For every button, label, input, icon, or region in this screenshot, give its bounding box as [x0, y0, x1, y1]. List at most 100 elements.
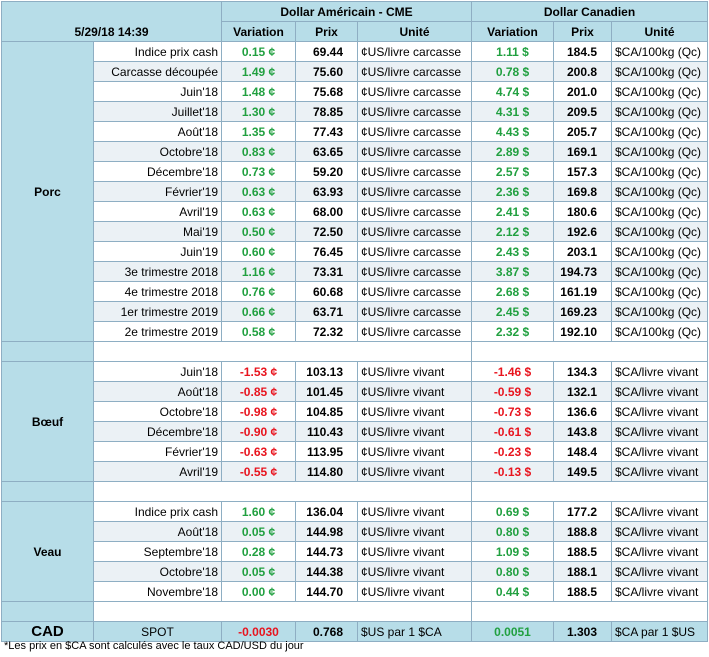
row-label: Juin'18 [93, 361, 222, 382]
ca-price: 192.6 [553, 221, 612, 242]
separator-cell [93, 601, 472, 622]
us-price: 110.43 [295, 421, 358, 442]
ca-unit: $CA/100kg (Qc) [610, 41, 709, 62]
ca-variation: 0.78 $ [471, 61, 554, 82]
ca-unit: $CA/livre vivant [610, 421, 709, 442]
table-row: Mai'19 0.50 ¢ 72.50 ¢US/livre carcasse 2.12 … [2, 221, 709, 242]
us-variation: -0.0030 [221, 621, 296, 642]
row-label: Juillet'18 [93, 101, 222, 122]
ca-price: 143.8 [553, 421, 612, 442]
us-variation: 0.63 ¢ [221, 201, 296, 222]
us-unit: ¢US/livre carcasse [357, 241, 472, 262]
us-variation: -0.98 ¢ [221, 401, 296, 422]
us-unit: ¢US/livre carcasse [357, 301, 472, 322]
ca-price: 134.3 [553, 361, 612, 382]
row-label: Indice prix cash [93, 501, 222, 522]
cad-spot-row: CAD SPOT -0.0030 0.768 $US par 1 $CA 0.0051 1.… [1, 621, 709, 642]
us-unit: ¢US/livre vivant [357, 541, 472, 562]
section-separator [1, 481, 709, 502]
us-variation: 1.48 ¢ [221, 81, 296, 102]
ca-price: 148.4 [553, 441, 612, 462]
us-variation: -0.85 ¢ [221, 381, 296, 402]
us-price: 144.98 [295, 521, 358, 542]
us-price: 144.70 [295, 581, 358, 602]
row-label: Octobre'18 [93, 401, 222, 422]
us-variation: 1.30 ¢ [221, 101, 296, 122]
us-price: 101.45 [295, 381, 358, 402]
price-table: 5/29/18 14:39 Dollar Américain - CME Dol… [1, 1, 709, 642]
row-label: 3e trimestre 2018 [93, 261, 222, 282]
header-row-columns: Variation Prix Unité Variation Prix Unit… [2, 21, 709, 42]
ca-unit: $CA/100kg (Qc) [610, 301, 709, 322]
category-label: Porc [1, 41, 94, 342]
us-variation: -0.90 ¢ [221, 421, 296, 442]
ca-unit: $CA/100kg (Qc) [610, 141, 709, 162]
us-price: 59.20 [295, 161, 358, 182]
us-variation: 1.35 ¢ [221, 121, 296, 142]
ca-price: 169.23 [553, 301, 612, 322]
us-price: 68.00 [295, 201, 358, 222]
ca-unit: $CA/livre vivant [610, 561, 709, 582]
row-label: Août'18 [93, 121, 222, 142]
separator-cell [470, 601, 709, 622]
separator-cell [1, 601, 94, 622]
table-row: 2e trimestre 2019 0.58 ¢ 72.32 ¢US/livre ca… [2, 321, 709, 342]
row-label: Avril'19 [93, 201, 222, 222]
us-unit: ¢US/livre vivant [357, 461, 472, 482]
separator-cell [1, 481, 94, 502]
us-variation: 0.15 ¢ [221, 41, 296, 62]
row-label: Octobre'18 [93, 561, 222, 582]
table-row: 1er trimestre 2019 0.66 ¢ 63.71 ¢US/livre c… [2, 301, 709, 322]
row-label: Juin'19 [93, 241, 222, 262]
ca-variation: 1.11 $ [471, 41, 554, 62]
ca-variation: 0.80 $ [471, 521, 554, 542]
us-variation-header: Variation [221, 21, 296, 42]
ca-variation: -1.46 $ [471, 361, 554, 382]
us-price: 144.38 [295, 561, 358, 582]
ca-unit: $CA/100kg (Qc) [610, 261, 709, 282]
table-row: Porc Indice prix cash 0.15 ¢ 69.44 ¢US/livre… [1, 41, 709, 342]
table-row: Avril'19 -0.55 ¢ 114.80 ¢US/livre vivant -0.… [2, 461, 709, 482]
ca-price: 192.10 [553, 321, 612, 342]
us-unit-header: Unité [357, 21, 472, 42]
us-unit: ¢US/livre carcasse [357, 181, 472, 202]
ca-unit: $CA/livre vivant [610, 361, 709, 382]
ca-variation: 0.80 $ [471, 561, 554, 582]
us-price: 78.85 [295, 101, 358, 122]
row-label: Octobre'18 [93, 141, 222, 162]
us-unit: ¢US/livre carcasse [357, 41, 472, 62]
ca-price: 188.1 [553, 561, 612, 582]
ca-price: 188.8 [553, 521, 612, 542]
us-price: 114.80 [295, 461, 358, 482]
table-row: Bœuf Juin'18 -1.53 ¢ 103.13 ¢US/livre vivant… [1, 361, 709, 482]
us-variation: 0.28 ¢ [221, 541, 296, 562]
section-separator [1, 601, 709, 622]
us-unit: ¢US/livre carcasse [357, 61, 472, 82]
us-unit: ¢US/livre carcasse [357, 141, 472, 162]
ca-variation: -0.61 $ [471, 421, 554, 442]
table-row: Juin'18 1.48 ¢ 75.68 ¢US/livre carcasse 4.74… [2, 81, 709, 102]
us-variation: 0.50 ¢ [221, 221, 296, 242]
category-label: Bœuf [1, 361, 94, 482]
row-label: Décembre'18 [93, 421, 222, 442]
row-label: SPOT [93, 621, 222, 642]
table-row: Août'18 1.35 ¢ 77.43 ¢US/livre carcasse 4.43… [2, 121, 709, 142]
us-variation: 0.66 ¢ [221, 301, 296, 322]
us-variation: -0.55 ¢ [221, 461, 296, 482]
row-label: Août'18 [93, 381, 222, 402]
us-price: 75.60 [295, 61, 358, 82]
ca-price: 200.8 [553, 61, 612, 82]
ca-unit: $CA/livre vivant [610, 501, 709, 522]
us-price: 63.65 [295, 141, 358, 162]
us-unit: ¢US/livre vivant [357, 521, 472, 542]
ca-price: 136.6 [553, 401, 612, 422]
table-row: Veau Indice prix cash 1.60 ¢ 136.04 ¢US/livr… [1, 501, 709, 602]
us-unit: ¢US/livre vivant [357, 421, 472, 442]
row-label: Septembre'18 [93, 541, 222, 562]
ca-variation: 4.74 $ [471, 81, 554, 102]
separator-cell [470, 481, 709, 502]
us-unit: ¢US/livre carcasse [357, 221, 472, 242]
row-label: Avril'19 [93, 461, 222, 482]
header-row-top: 5/29/18 14:39 Dollar Américain - CME Dol… [1, 1, 709, 42]
us-price: 75.68 [295, 81, 358, 102]
